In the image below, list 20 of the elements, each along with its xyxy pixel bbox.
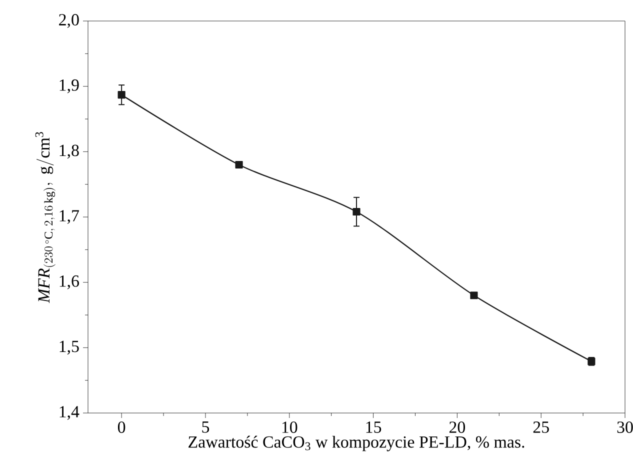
y-tick-label: 1,5 [60, 340, 79, 355]
y-tick-label: 1,6 [60, 275, 79, 290]
x-tick-label: 0 [118, 422, 126, 433]
y-tick-label: 1,4 [60, 406, 80, 420]
point [470, 292, 478, 300]
x-tick-label: 15 [366, 422, 382, 433]
point [235, 160, 243, 169]
y-tick-label: 1,9 [60, 79, 79, 94]
x-tick-label: 5 [202, 422, 210, 433]
y-tick-label: 1,7 [60, 210, 79, 224]
x-tick-label: 30 [617, 422, 633, 433]
x-tick-label: 20 [449, 422, 466, 433]
point [352, 208, 360, 216]
y-axis-title: $\mathit{MFR}_{(230\,^{\circ}\mathrm{C},\,2{,}16\,\mathrm{kg})},\ \mathrm{g/cm^{3}}$ [35, 132, 56, 304]
x-tick-label: 10 [282, 422, 298, 433]
point [118, 91, 126, 99]
x-axis-title: Zawartość CaCO$_{3}$ w kompozycie PE-LD, % mas. [188, 436, 524, 452]
y-tick-label: 2,0 [59, 14, 79, 28]
y-tick-label: 1,8 [60, 144, 79, 159]
x-tick-label: 25 [533, 422, 549, 433]
